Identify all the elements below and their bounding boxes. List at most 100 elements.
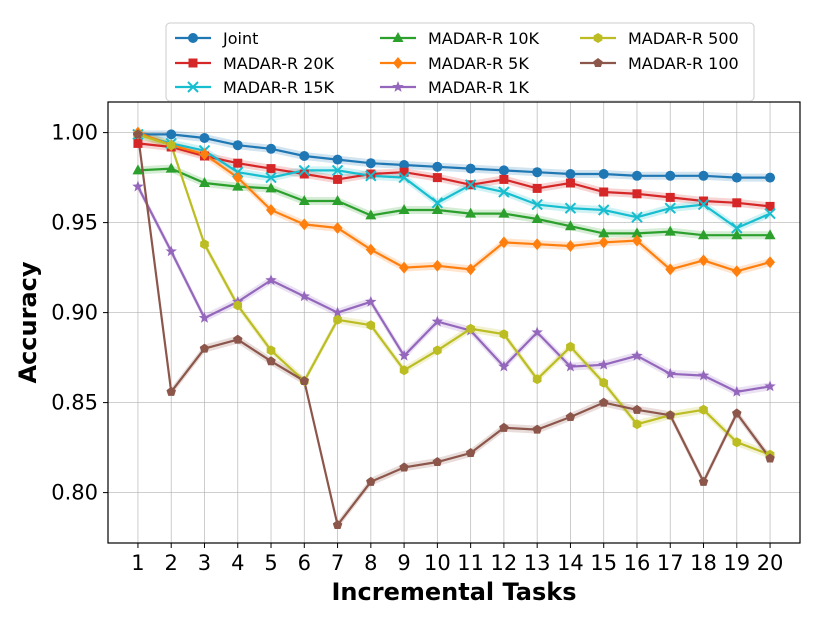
x-tick-label: 11 [457,551,484,575]
data-point-1-8 [399,167,409,177]
data-point-2-10 [464,179,477,191]
data-point-0-4 [266,143,277,154]
data-point-2-15 [631,211,643,223]
data-point-7-16 [665,410,676,420]
data-point-6-9 [433,345,442,356]
data-point-4-15 [631,234,642,247]
data-point-7-15 [632,404,642,414]
data-point-3-10 [465,207,477,218]
data-point-2-12 [531,198,543,211]
legend-label-4: MADAR-R 5K [428,54,529,73]
data-point-0-13 [565,169,576,179]
data-point-6-4 [266,345,276,356]
x-tick-label: 18 [690,551,717,575]
data-point-0-6 [332,154,343,165]
data-point-3-9 [431,204,443,214]
data-point-0-19 [765,172,776,183]
data-point-7-9 [432,457,443,467]
data-point-5-6 [331,306,344,318]
x-tick-label: 3 [198,551,211,575]
data-point-6-15 [632,419,642,430]
x-tick-label: 20 [757,551,784,575]
y-tick-label: 0.95 [51,211,98,235]
data-point-0-10 [465,163,476,174]
data-point-3-13 [564,220,576,231]
data-point-0-2 [199,133,210,143]
data-point-3-11 [498,207,510,218]
data-point-1-5 [299,169,309,179]
data-point-5-18 [731,385,743,397]
confidence-bands [137,128,771,529]
legend-label-2: MADAR-R 15K [223,78,335,97]
data-point-4-19 [765,256,776,269]
data-point-7-7 [366,476,376,486]
legend: Joint MADAR-R 20K MADAR-R 15K MADAR-R 10K MA… [165,22,755,102]
legend-marker-2 [187,81,199,93]
data-point-4-6 [332,222,343,234]
data-point-5-17 [697,369,710,381]
data-point-2-7 [365,170,377,182]
data-point-0-5 [299,151,310,161]
data-point-4-3 [232,171,243,184]
series-lines [136,131,771,528]
data-point-6-8 [399,365,409,376]
data-point-3-16 [664,225,676,236]
data-point-7-6 [332,520,343,530]
data-point-7-5 [299,376,310,386]
y-tick-label: 0.80 [51,481,98,505]
data-point-1-13 [565,178,575,188]
data-point-3-8 [398,204,410,214]
legend-box [165,22,755,102]
x-tick-label: 15 [590,551,617,575]
data-point-0-3 [232,140,243,151]
data-point-6-10 [466,323,475,334]
legend-marker-1 [188,58,198,68]
x-tick-label: 6 [298,551,311,575]
data-point-2-4 [265,171,277,184]
plot-frame [107,101,801,544]
data-point-2-11 [498,186,510,198]
band-4 [137,128,771,276]
data-point-7-10 [465,448,476,458]
data-point-5-12 [531,326,543,338]
data-point-6-18 [732,437,742,448]
data-point-6-7 [366,320,376,331]
series-line-6 [137,133,771,456]
data-point-6-11 [499,329,509,340]
series-line-4 [137,131,771,273]
data-point-5-11 [498,360,510,372]
data-point-1-11 [499,174,509,184]
legend-label-7: MADAR-R 100 [628,54,739,73]
legend-marker-5 [392,81,404,92]
x-axis-ticks: 1 2 3 4 5 6 7 8 9 10 11 12 13 14 15 16 17 18 19 20 [131,543,783,575]
data-point-4-4 [266,204,277,216]
data-point-2-9 [431,197,444,209]
data-point-4-13 [565,240,576,252]
data-point-6-3 [233,300,243,311]
data-point-2-6 [331,164,344,177]
series-line-2 [137,133,771,230]
data-point-1-6 [333,174,343,184]
series-line-7 [136,134,771,528]
data-point-7-0 [133,129,143,139]
legend-label-1: MADAR-R 20K [223,54,335,73]
data-point-1-15 [632,189,642,199]
data-point-6-17 [699,404,708,415]
data-point-4-9 [432,259,443,272]
data-point-6-12 [532,374,542,385]
series-line-1 [137,142,771,208]
data-point-5-4 [265,274,277,286]
data-point-4-17 [698,254,709,267]
data-point-2-18 [731,222,743,234]
data-point-7-13 [565,412,576,422]
data-point-1-0 [133,138,143,148]
data-point-2-8 [398,171,410,184]
legend-label-0: Joint [222,29,258,48]
y-axis-ticks: 0.80 0.85 0.90 0.95 1.00 [51,121,108,505]
y-tick-label: 0.85 [51,391,98,415]
data-point-3-7 [365,209,377,220]
y-tick-label: 1.00 [51,121,98,145]
data-point-3-17 [698,229,710,240]
data-point-0-15 [631,170,642,181]
legend-marker-3 [392,32,404,42]
